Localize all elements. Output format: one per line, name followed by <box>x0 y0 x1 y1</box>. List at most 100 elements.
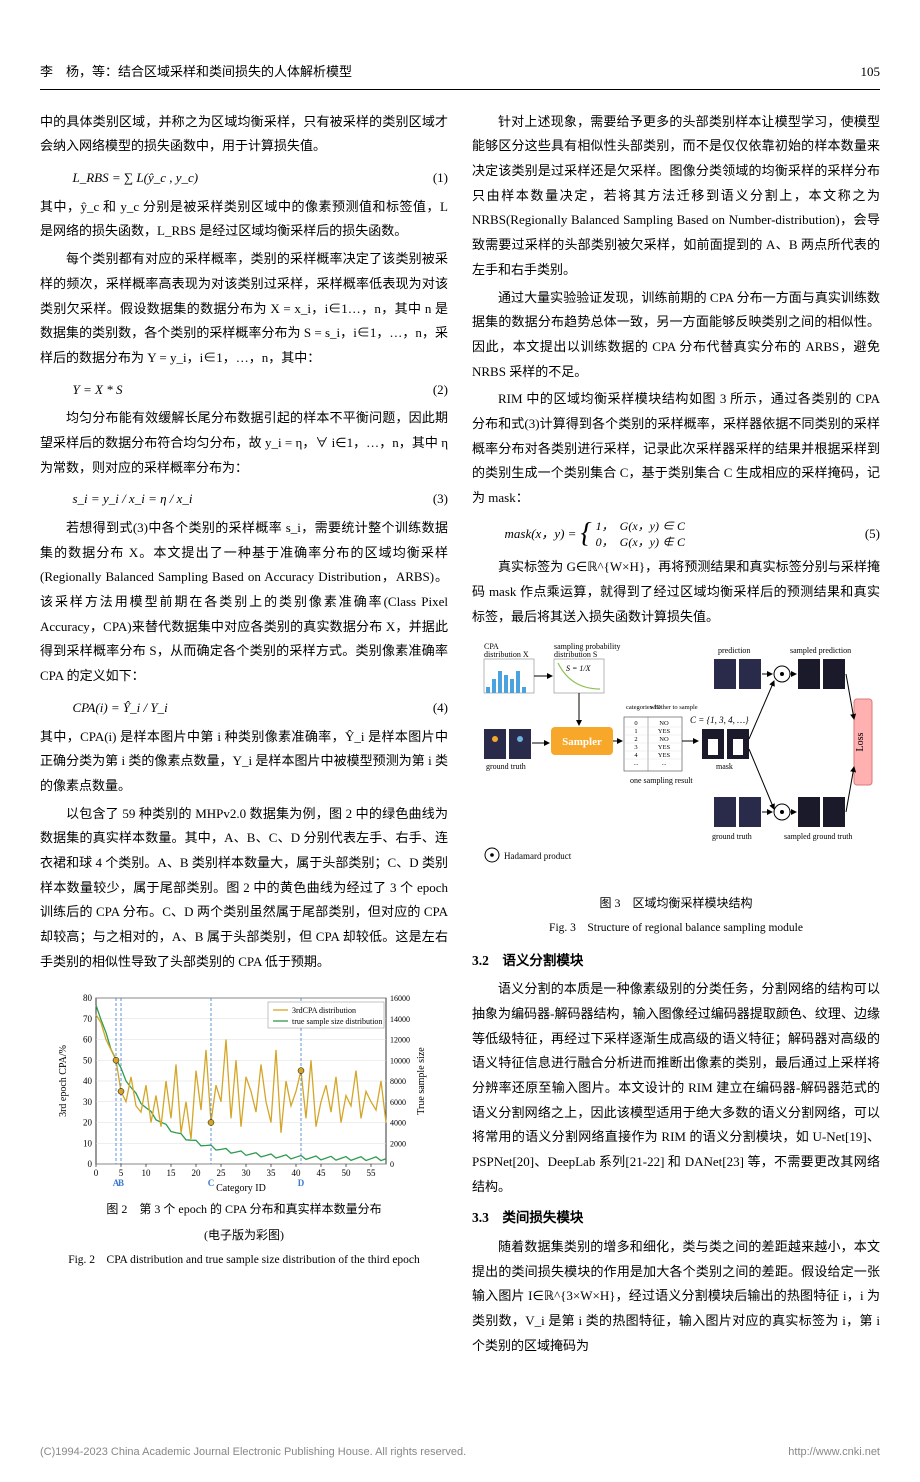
svg-text:60: 60 <box>83 1035 93 1045</box>
svg-text:Loss: Loss <box>855 733 866 752</box>
svg-text:80: 80 <box>83 993 93 1003</box>
equation-4: CPA(i) = Ŷ_i / Y_i (4) <box>40 692 448 725</box>
svg-text:prediction: prediction <box>718 646 750 655</box>
svg-text:D: D <box>298 1178 305 1188</box>
paragraph: 均匀分布能有效缓解长尾分布数据引起的样本不平衡问题，因此期望采样后的数据分布符合… <box>40 406 448 480</box>
svg-text:55: 55 <box>367 1168 377 1178</box>
figure-3: CPAdistribution Xsampling probabilitydis… <box>472 639 880 937</box>
svg-text:ground truth: ground truth <box>712 832 752 841</box>
svg-text:1: 1 <box>634 728 637 735</box>
svg-text:whether to sample: whether to sample <box>650 704 698 711</box>
brace-icon: { <box>580 520 591 548</box>
svg-text:YES: YES <box>658 744 671 751</box>
equation-number: (2) <box>433 378 448 403</box>
svg-text:3rdCPA distribution: 3rdCPA distribution <box>292 1006 356 1015</box>
svg-text:2: 2 <box>634 736 637 743</box>
svg-text:2000: 2000 <box>390 1140 406 1149</box>
paragraph: 若想得到式(3)中各个类别的采样概率 s_i，需要统计整个训练数据集的数据分布 … <box>40 516 448 689</box>
paragraph: 以包含了 59 种类别的 MHPv2.0 数据集为例，图 2 中的绿色曲线为数据… <box>40 802 448 975</box>
figure-3-caption-cn: 图 3 区域均衡采样模块结构 <box>472 894 880 913</box>
svg-text:C: C <box>208 1178 215 1188</box>
svg-text:50: 50 <box>342 1168 352 1178</box>
svg-text:distribution S: distribution S <box>554 650 597 659</box>
svg-text:0: 0 <box>390 1160 394 1169</box>
section-3-2-title: 3.2 语义分割模块 <box>472 948 880 974</box>
svg-text:Category ID: Category ID <box>216 1183 266 1194</box>
right-column: 针对上述现象，需要给予更多的头部类别样本让模型学习，使模型能够区分这些具有相似性… <box>472 110 880 1362</box>
eq5-case2: 0， G(x，y) ∉ C <box>596 534 685 551</box>
section-3-3-title: 3.3 类间损失模块 <box>472 1205 880 1231</box>
figure-2-caption-cn: 图 2 第 3 个 epoch 的 CPA 分布和真实样本数量分布 <box>40 1200 448 1219</box>
figure-3-caption-en: Fig. 3 Structure of regional balance sam… <box>472 919 880 937</box>
equation-number: (1) <box>433 166 448 191</box>
svg-text:one sampling result: one sampling result <box>630 776 693 785</box>
svg-text:True sample size: True sample size <box>416 1047 427 1115</box>
svg-text:true sample size distribution: true sample size distribution <box>292 1017 382 1026</box>
svg-text:B: B <box>118 1178 124 1188</box>
equation-5: mask(x，y) = { 1， G(x，y) ∈ C 0， G(x，y) ∉ … <box>472 514 880 556</box>
svg-text:NO: NO <box>659 720 669 727</box>
equation-body: Y = X * S <box>73 378 123 403</box>
svg-text:16000: 16000 <box>390 994 410 1003</box>
header-page-num: 105 <box>861 60 881 85</box>
header-title: 李 杨，等：结合区域采样和类间损失的人体解析模型 <box>40 60 352 85</box>
equation-3: s_i = y_i / x_i = η / x_i (3) <box>40 483 448 516</box>
svg-text:20: 20 <box>83 1118 93 1128</box>
left-column: 中的具体类别区域，并称之为区域均衡采样，只有被采样的类别区域才会纳入网络模型的损… <box>40 110 448 1362</box>
svg-text:C = {1, 3, 4, …}: C = {1, 3, 4, …} <box>690 715 749 725</box>
svg-text:mask: mask <box>716 762 733 771</box>
svg-text:45: 45 <box>317 1168 327 1178</box>
svg-text:50: 50 <box>83 1056 93 1066</box>
svg-text:...: ... <box>634 760 639 767</box>
paragraph: 其中，ŷ_c 和 y_c 分别是被采样类别区域中的像素预测值和标签值，L 是网络… <box>40 195 448 244</box>
equation-number: (4) <box>433 696 448 721</box>
footer-url: http://www.cnki.net <box>788 1442 880 1463</box>
svg-text:S = 1/X: S = 1/X <box>566 664 592 673</box>
svg-text:30: 30 <box>83 1097 93 1107</box>
svg-text:4000: 4000 <box>390 1119 406 1128</box>
eq5-lhs: mask(x，y) = <box>505 522 577 547</box>
paragraph: 针对上述现象，需要给予更多的头部类别样本让模型学习，使模型能够区分这些具有相似性… <box>472 110 880 283</box>
svg-text:14000: 14000 <box>390 1015 410 1024</box>
footer-copyright: (C)1994-2023 China Academic Journal Elec… <box>40 1442 466 1463</box>
svg-text:Hadamard product: Hadamard product <box>504 851 572 861</box>
svg-text:0: 0 <box>94 1168 99 1178</box>
svg-text:distribution X: distribution X <box>484 650 529 659</box>
svg-text:0: 0 <box>634 720 637 727</box>
paragraph: RIM 中的区域均衡采样模块结构如图 3 所示，通过各类别的 CPA 分布和式(… <box>472 387 880 510</box>
equation-body: CPA(i) = Ŷ_i / Y_i <box>73 696 168 721</box>
svg-text:...: ... <box>662 760 667 767</box>
equation-2: Y = X * S (2) <box>40 374 448 407</box>
svg-text:30: 30 <box>242 1168 252 1178</box>
equation-1: L_RBS = ∑ L(ŷ_c , y_c) (1) <box>40 162 448 195</box>
paragraph: 中的具体类别区域，并称之为区域均衡采样，只有被采样的类别区域才会纳入网络模型的损… <box>40 110 448 159</box>
figure-3-diagram: CPAdistribution Xsampling probabilitydis… <box>476 639 876 879</box>
svg-text:YES: YES <box>658 752 671 759</box>
svg-text:Sampler: Sampler <box>562 736 602 748</box>
figure-2-chart: 0102030405060708002000400060008000100001… <box>54 984 434 1194</box>
paragraph: 语义分割的本质是一种像素级别的分类任务，分割网络的结构可以抽象为编码器-解码器结… <box>472 977 880 1199</box>
page-footer: (C)1994-2023 China Academic Journal Elec… <box>0 1442 920 1482</box>
equation-number: (3) <box>433 487 448 512</box>
svg-text:5: 5 <box>119 1168 124 1178</box>
svg-text:sampled prediction: sampled prediction <box>790 646 851 655</box>
svg-text:15: 15 <box>167 1168 177 1178</box>
page-header: 李 杨，等：结合区域采样和类间损失的人体解析模型 105 <box>40 60 880 90</box>
svg-text:10: 10 <box>83 1139 93 1149</box>
figure-2-caption-en: Fig. 2 CPA distribution and true sample … <box>40 1251 448 1269</box>
svg-text:sampled ground truth: sampled ground truth <box>784 832 852 841</box>
figure-2: 0102030405060708002000400060008000100001… <box>40 984 448 1269</box>
svg-text:NO: NO <box>659 736 669 743</box>
paragraph: 通过大量实验验证发现，训练前期的 CPA 分布一方面与真实训练数据集的数据分布趋… <box>472 286 880 385</box>
equation-number: (5) <box>865 522 880 547</box>
svg-text:70: 70 <box>83 1014 93 1024</box>
svg-text:6000: 6000 <box>390 1098 406 1107</box>
paragraph: 每个类别都有对应的采样概率，类别的采样概率决定了该类别被采样的频次，采样概率高表… <box>40 247 448 370</box>
svg-text:3: 3 <box>634 744 637 751</box>
svg-text:20: 20 <box>192 1168 202 1178</box>
svg-text:0: 0 <box>88 1159 93 1169</box>
svg-text:25: 25 <box>217 1168 227 1178</box>
equation-body: s_i = y_i / x_i = η / x_i <box>73 487 193 512</box>
svg-text:8000: 8000 <box>390 1077 406 1086</box>
svg-text:10: 10 <box>142 1168 152 1178</box>
